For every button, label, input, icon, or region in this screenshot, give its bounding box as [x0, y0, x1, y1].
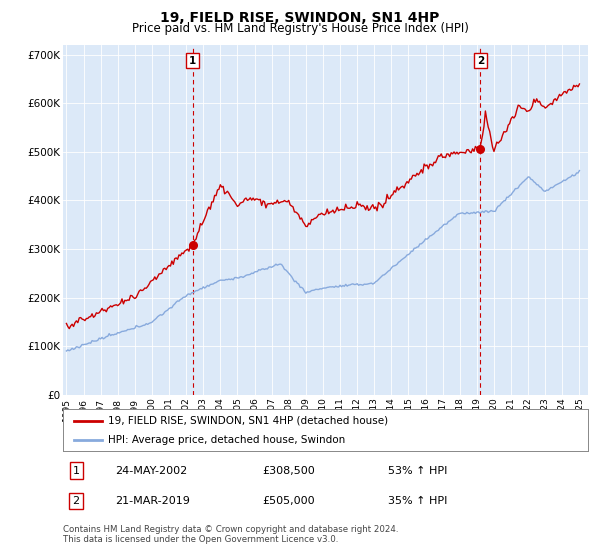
- Text: 19, FIELD RISE, SWINDON, SN1 4HP: 19, FIELD RISE, SWINDON, SN1 4HP: [160, 11, 440, 25]
- Text: 19, FIELD RISE, SWINDON, SN1 4HP (detached house): 19, FIELD RISE, SWINDON, SN1 4HP (detach…: [107, 416, 388, 426]
- Text: 1: 1: [73, 465, 80, 475]
- Text: 1: 1: [189, 55, 196, 66]
- Text: 24-MAY-2002: 24-MAY-2002: [115, 465, 188, 475]
- Text: 21-MAR-2019: 21-MAR-2019: [115, 496, 190, 506]
- Text: £308,500: £308,500: [263, 465, 315, 475]
- Text: Price paid vs. HM Land Registry's House Price Index (HPI): Price paid vs. HM Land Registry's House …: [131, 22, 469, 35]
- Text: 2: 2: [477, 55, 484, 66]
- Text: £505,000: £505,000: [263, 496, 315, 506]
- Text: Contains HM Land Registry data © Crown copyright and database right 2024.
This d: Contains HM Land Registry data © Crown c…: [63, 525, 398, 544]
- Text: 53% ↑ HPI: 53% ↑ HPI: [389, 465, 448, 475]
- Text: HPI: Average price, detached house, Swindon: HPI: Average price, detached house, Swin…: [107, 435, 345, 445]
- Text: 35% ↑ HPI: 35% ↑ HPI: [389, 496, 448, 506]
- Text: 2: 2: [73, 496, 80, 506]
